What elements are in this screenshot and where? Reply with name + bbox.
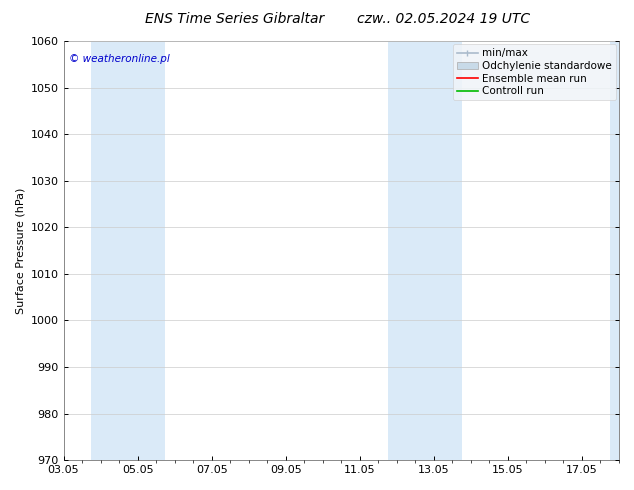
Text: ENS Time Series Gibraltar: ENS Time Series Gibraltar (145, 12, 324, 26)
Y-axis label: Surface Pressure (hPa): Surface Pressure (hPa) (15, 187, 25, 314)
Bar (387, 41, 425, 460)
Bar (128, 41, 165, 460)
Bar (610, 41, 619, 460)
Bar (91, 41, 128, 460)
Legend: min/max, Odchylenie standardowe, Ensemble mean run, Controll run: min/max, Odchylenie standardowe, Ensembl… (453, 44, 616, 100)
Bar (425, 41, 462, 460)
Text: czw.. 02.05.2024 19 UTC: czw.. 02.05.2024 19 UTC (357, 12, 531, 26)
Text: © weatheronline.pl: © weatheronline.pl (69, 53, 170, 64)
